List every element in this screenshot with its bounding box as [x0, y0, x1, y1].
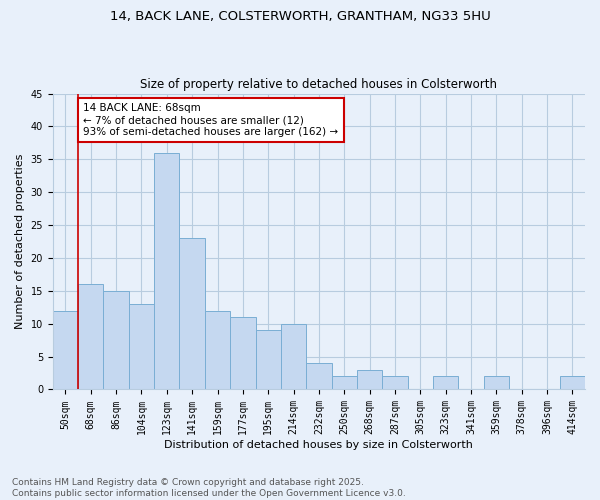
Bar: [484, 376, 509, 390]
Bar: [357, 370, 382, 390]
Bar: [382, 376, 407, 390]
Bar: [179, 238, 205, 390]
Bar: [560, 376, 585, 390]
Bar: [205, 310, 230, 390]
Bar: [433, 376, 458, 390]
Bar: [332, 376, 357, 390]
Title: Size of property relative to detached houses in Colsterworth: Size of property relative to detached ho…: [140, 78, 497, 91]
Text: Contains HM Land Registry data © Crown copyright and database right 2025.
Contai: Contains HM Land Registry data © Crown c…: [12, 478, 406, 498]
Bar: [256, 330, 281, 390]
Text: 14, BACK LANE, COLSTERWORTH, GRANTHAM, NG33 5HU: 14, BACK LANE, COLSTERWORTH, GRANTHAM, N…: [110, 10, 490, 23]
Bar: [53, 310, 78, 390]
Bar: [129, 304, 154, 390]
Bar: [306, 363, 332, 390]
Bar: [230, 317, 256, 390]
Bar: [78, 284, 103, 390]
X-axis label: Distribution of detached houses by size in Colsterworth: Distribution of detached houses by size …: [164, 440, 473, 450]
Y-axis label: Number of detached properties: Number of detached properties: [15, 154, 25, 329]
Bar: [281, 324, 306, 390]
Bar: [154, 152, 179, 390]
Text: 14 BACK LANE: 68sqm
← 7% of detached houses are smaller (12)
93% of semi-detache: 14 BACK LANE: 68sqm ← 7% of detached hou…: [83, 104, 338, 136]
Bar: [103, 291, 129, 390]
